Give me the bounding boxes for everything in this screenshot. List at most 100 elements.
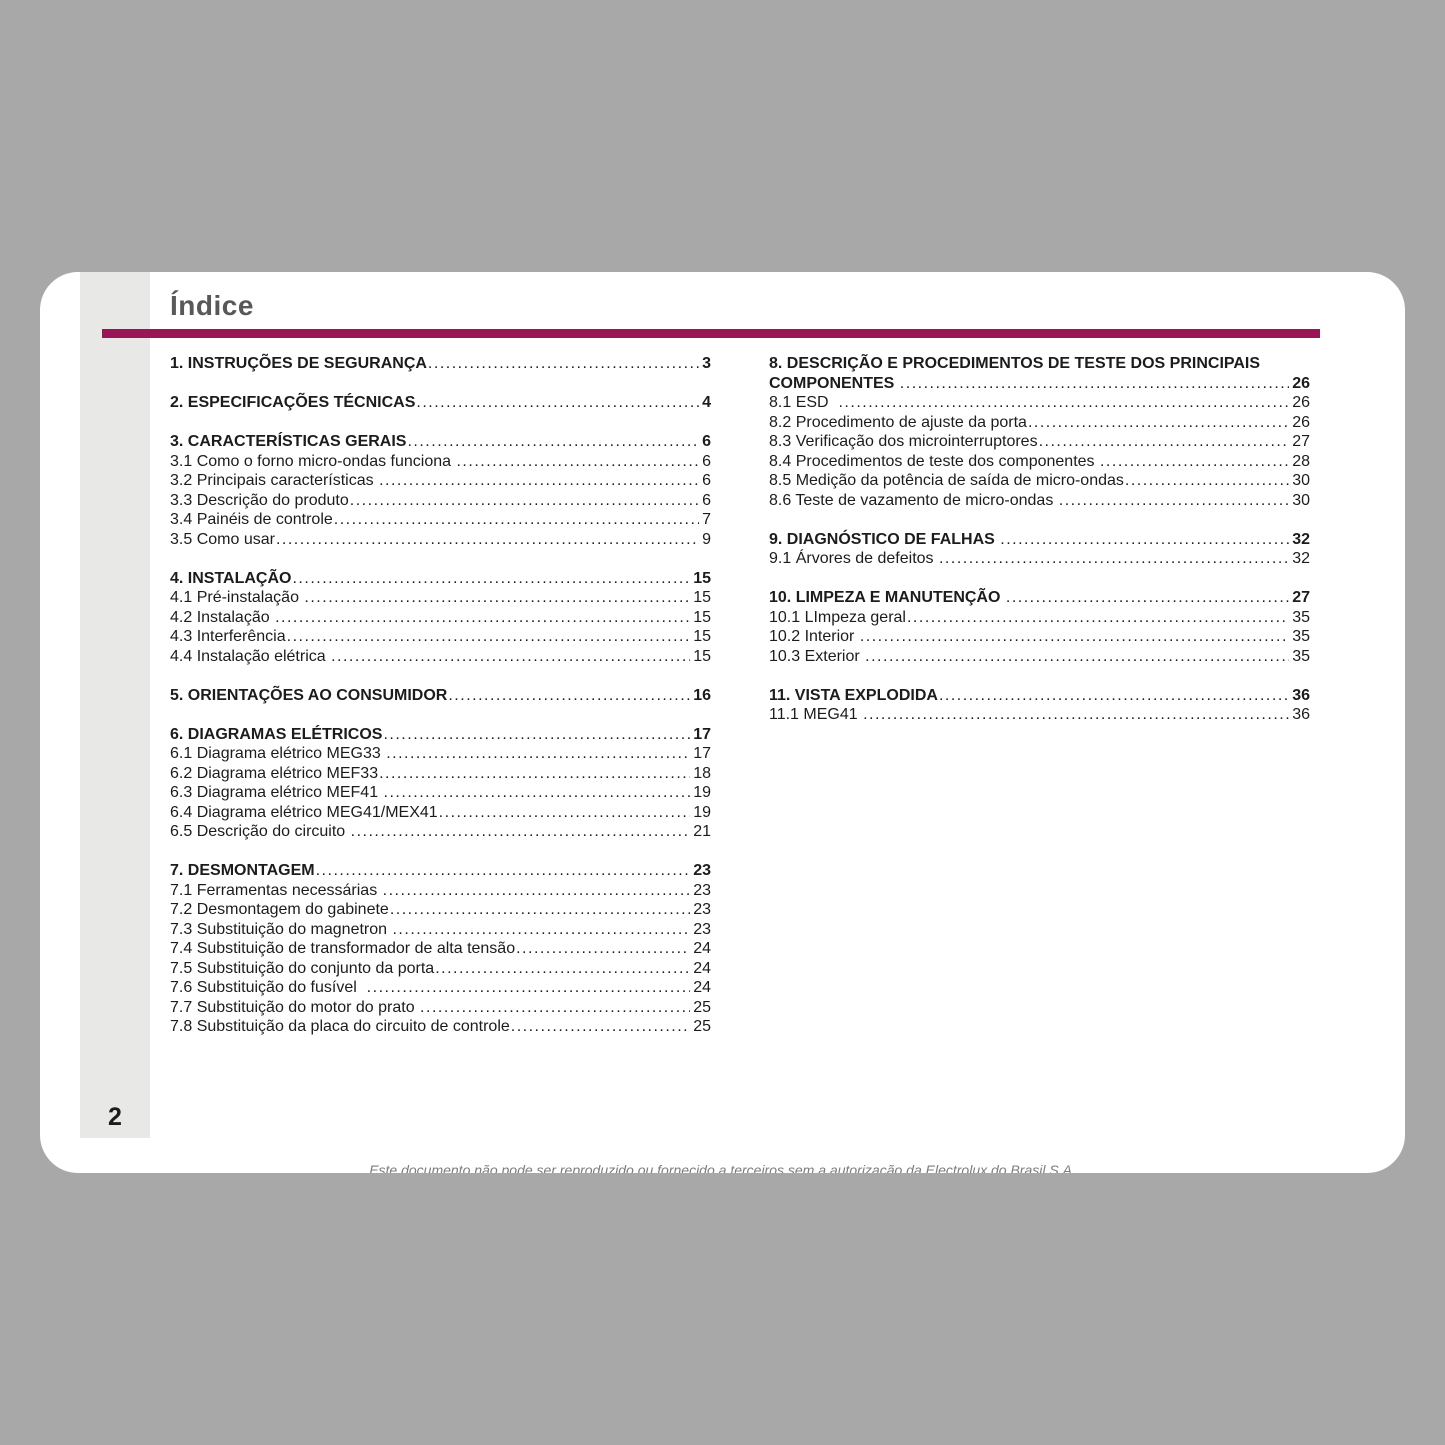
toc-entry: 7.8 Substituição da placa do circuito de… — [170, 1017, 711, 1037]
toc-entry-label: 6.3 Diagrama elétrico MEF41 — [170, 784, 383, 801]
toc-left-column: 1. INSTRUÇÕES DE SEGURANÇA .............… — [170, 354, 711, 1037]
toc-entry-page-number: 32 — [1292, 530, 1310, 548]
toc-dot-leader: ........................................… — [416, 394, 700, 411]
toc-entry-page-number: 17 — [693, 745, 711, 762]
toc-entry-page-number: 15 — [693, 628, 711, 645]
toc-entry: 3.1 Como o forno micro-ondas funciona ..… — [170, 452, 711, 472]
toc-entry: 4.4 Instalação elétrica ................… — [170, 647, 711, 667]
toc-entry-page-number: 24 — [693, 959, 711, 977]
toc-entry-label: 7.3 Substituição do magnetron — [170, 920, 392, 938]
toc-dot-leader: ........................................… — [331, 647, 690, 665]
toc-entry-label: 8.3 Verificação dos microinterruptores — [769, 433, 1038, 450]
toc-entry-label: 7.6 Substituição do fusível — [170, 979, 366, 996]
toc-dot-leader: ........................................… — [938, 686, 1290, 704]
toc-entry-page-number: 7 — [702, 511, 711, 528]
toc-entry-label: 8.1 ESD — [769, 394, 838, 411]
toc-columns: 1. INSTRUÇÕES DE SEGURANÇA .............… — [170, 354, 1310, 1037]
toc-entry-label: 10. LIMPEZA E MANUTENÇÃO — [769, 589, 1005, 606]
toc-entry: COMPONENTES ............................… — [769, 374, 1310, 394]
toc-entry-page-number: 23 — [693, 901, 711, 918]
toc-entry: 3.2 Principais características .........… — [170, 471, 711, 491]
toc-entry: 6.4 Diagrama elétrico MEG41/MEX41 ......… — [170, 803, 711, 823]
toc-dot-leader: ........................................… — [859, 628, 1289, 645]
page-title: Índice — [170, 290, 254, 321]
toc-entry: 8.4 Procedimentos de teste dos component… — [769, 452, 1310, 472]
toc-entry: 7.1 Ferramentas necessárias ............… — [170, 881, 711, 901]
toc-entry-page-number: 28 — [1292, 452, 1310, 470]
toc-dot-leader: ........................................… — [392, 920, 690, 938]
toc-entry-label: 8.4 Procedimentos de teste dos component… — [769, 452, 1099, 470]
toc-dot-leader: ........................................… — [304, 589, 691, 606]
toc-entry-label: 6. DIAGRAMAS ELÉTRICOS — [170, 725, 383, 743]
toc-entry-label: 8.6 Teste de vazamento de micro-ondas — [769, 491, 1058, 509]
toc-entry-label: 6.2 Diagrama elétrico MEF33 — [170, 764, 379, 782]
toc-entry-label: 6.1 Diagrama elétrico MEG33 — [170, 745, 386, 762]
toc-entry-page-number: 26 — [1292, 374, 1310, 392]
toc-dot-leader: ........................................… — [379, 764, 690, 782]
toc-dot-leader: ........................................… — [383, 784, 691, 801]
toc-entry-page-number: 6 — [702, 491, 711, 509]
toc-entry: 7. DESMONTAGEM .........................… — [170, 861, 711, 881]
toc-dot-leader: ........................................… — [350, 823, 691, 840]
toc-dot-leader: ........................................… — [379, 472, 699, 489]
toc-entry-page-number: 17 — [693, 725, 711, 743]
toc-entry: 10.3 Exterior ..........................… — [769, 647, 1310, 667]
toc-entry-page-number: 6 — [702, 433, 711, 450]
toc-entry: 4.2 Instalação .........................… — [170, 608, 711, 628]
toc-entry: 8.3 Verificação dos microinterruptores .… — [769, 432, 1310, 452]
toc-group-gap — [769, 666, 1310, 686]
toc-dot-leader: ........................................… — [1058, 491, 1289, 509]
toc-dot-leader: ........................................… — [516, 940, 690, 957]
toc-entry-label: 7.2 Desmontagem do gabinete — [170, 901, 389, 918]
toc-entry: 4. INSTALAÇÃO ..........................… — [170, 569, 711, 589]
toc-entry-label: 3.4 Painéis de controle — [170, 511, 333, 528]
toc-dot-leader: ........................................… — [1000, 530, 1290, 548]
toc-dot-leader: ........................................… — [1027, 413, 1290, 431]
toc-entry-page-number: 32 — [1292, 550, 1310, 567]
toc-dot-leader: ........................................… — [863, 706, 1289, 723]
toc-entry-page-number: 19 — [693, 803, 711, 821]
toc-entry: 8.5 Medição da potência de saída de micr… — [769, 471, 1310, 491]
toc-dot-leader: ........................................… — [382, 881, 691, 899]
toc-right-column: 8. DESCRIÇÃO E PROCEDIMENTOS DE TESTE DO… — [769, 354, 1310, 1037]
toc-entry: 4.1 Pré-instalação .....................… — [170, 588, 711, 608]
toc-entry-page-number: 35 — [1292, 647, 1310, 665]
manual-page: 2 Índice 1. INSTRUÇÕES DE SEGURANÇA ....… — [40, 272, 1405, 1173]
toc-entry: 9. DIAGNÓSTICO DE FALHAS ...............… — [769, 530, 1310, 550]
toc-entry-label: 8. DESCRIÇÃO E PROCEDIMENTOS DE TESTE DO… — [769, 355, 1261, 372]
toc-dot-leader: ........................................… — [435, 959, 691, 977]
toc-entry-page-number: 25 — [693, 1018, 711, 1035]
toc-dot-leader: ........................................… — [333, 511, 700, 528]
toc-entry-page-number: 26 — [1292, 413, 1310, 431]
toc-entry-page-number: 23 — [693, 862, 711, 879]
toc-entry-label: 10.2 Interior — [769, 628, 859, 645]
toc-entry: 8. DESCRIÇÃO E PROCEDIMENTOS DE TESTE DO… — [769, 354, 1310, 374]
toc-entry: 1. INSTRUÇÕES DE SEGURANÇA .............… — [170, 354, 711, 374]
toc-entry-page-number: 4 — [702, 394, 711, 411]
toc-entry-page-number: 15 — [693, 647, 711, 665]
toc-entry-page-number: 6 — [702, 452, 711, 470]
toc-entry-label: 7.5 Substituição do conjunto da porta — [170, 959, 435, 977]
toc-entry-page-number: 24 — [693, 940, 711, 957]
toc-entry: 5. ORIENTAÇÕES AO CONSUMIDOR ...........… — [170, 686, 711, 706]
toc-entry-page-number: 15 — [693, 589, 711, 606]
toc-dot-leader: ........................................… — [865, 647, 1289, 665]
toc-entry-label: 6.4 Diagrama elétrico MEG41/MEX41 — [170, 803, 438, 821]
toc-entry-label: 3. CARACTERÍSTICAS GERAIS — [170, 433, 407, 450]
title-divider-rule — [102, 329, 1320, 338]
toc-entry-page-number: 25 — [693, 998, 711, 1016]
toc-entry-label: 10.1 LImpeza geral — [769, 608, 906, 626]
toc-group-gap — [769, 569, 1310, 589]
toc-entry-label: 4.3 Interferência — [170, 628, 286, 645]
toc-entry: 8.2 Procedimento de ajuste da porta ....… — [769, 413, 1310, 433]
toc-dot-leader: ........................................… — [420, 998, 691, 1016]
toc-entry-label: 7.4 Substituição de transformador de alt… — [170, 940, 516, 957]
toc-entry: 3. CARACTERÍSTICAS GERAIS ..............… — [170, 432, 711, 452]
toc-entry: 3.3 Descrição do produto ...............… — [170, 491, 711, 511]
toc-entry-label: 7. DESMONTAGEM — [170, 862, 315, 879]
toc-entry-page-number: 36 — [1292, 706, 1310, 723]
toc-dot-leader: ........................................… — [386, 745, 690, 762]
toc-entry-page-number: 24 — [693, 979, 711, 996]
footer-disclaimer: Este documento não pode ser reproduzido … — [369, 1162, 1076, 1173]
page-margin-strip: 2 — [80, 272, 150, 1138]
